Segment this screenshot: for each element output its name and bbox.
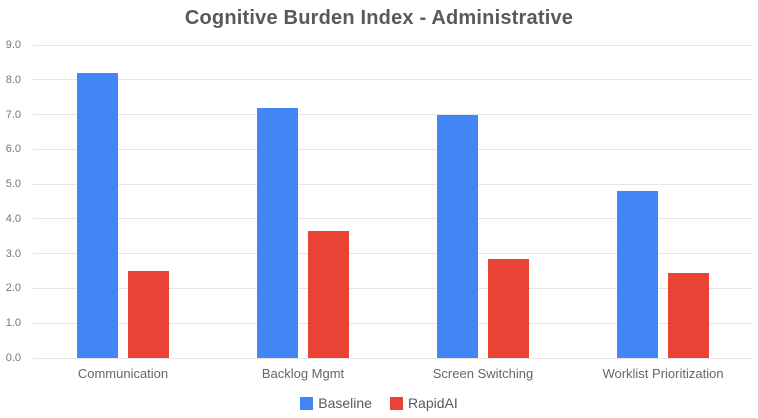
category-label: Screen Switching — [432, 366, 534, 381]
y-tick-label: 8.0 — [5, 73, 21, 86]
legend-label-rapidai: RapidAI — [407, 395, 458, 411]
y-tick-label: 1.0 — [5, 317, 21, 330]
y-tick-label: 4.0 — [5, 212, 21, 225]
gridline — [33, 287, 753, 289]
bar-baseline-4 — [617, 191, 658, 358]
y-tick-label: 3.0 — [5, 247, 21, 260]
bar-baseline-2 — [257, 107, 298, 358]
gridline — [33, 183, 753, 185]
rapidai-swatch-icon — [389, 396, 403, 410]
chart-title: Cognitive Burden Index - Administrative — [184, 7, 574, 29]
category-label: Backlog Mgmt — [261, 366, 345, 381]
gridline — [33, 357, 753, 359]
legend-label-baseline: Baseline — [318, 395, 372, 411]
y-tick-label: 0.0 — [5, 352, 21, 364]
bar-rapidai-2 — [308, 231, 349, 358]
bar-baseline-3 — [437, 114, 478, 358]
y-axis: 0.0 1.0 2.0 3.0 4.0 5.0 6.0 7.0 8.0 9.0 — [0, 39, 21, 364]
legend: Baseline RapidAI — [0, 395, 758, 411]
legend-item-rapidai: RapidAI — [389, 395, 458, 411]
x-axis: Communication Backlog Mgmt Screen Switchin… — [33, 366, 753, 381]
baseline-swatch-icon — [300, 396, 314, 410]
bar-baseline-1 — [77, 72, 118, 358]
plot-area — [33, 44, 753, 359]
bar-rapidai-3 — [488, 258, 529, 358]
gridline — [33, 79, 753, 81]
y-tick-label: 9.0 — [5, 39, 21, 51]
y-tick-label: 6.0 — [5, 143, 21, 156]
bar-rapidai-4 — [668, 272, 709, 358]
gridline — [33, 114, 753, 116]
gridline — [33, 148, 753, 150]
category-label: Communication — [77, 366, 169, 381]
y-tick-label: 2.0 — [5, 282, 21, 295]
y-tick-label: 7.0 — [5, 108, 21, 121]
bar-rapidai-1 — [128, 271, 169, 358]
category-label: Worklist Prioritization — [602, 366, 724, 381]
legend-item-baseline: Baseline — [300, 395, 372, 411]
gridline — [33, 253, 753, 255]
y-tick-label: 5.0 — [5, 178, 21, 191]
gridline — [33, 322, 753, 324]
gridline — [33, 218, 753, 220]
gridline — [33, 44, 753, 46]
